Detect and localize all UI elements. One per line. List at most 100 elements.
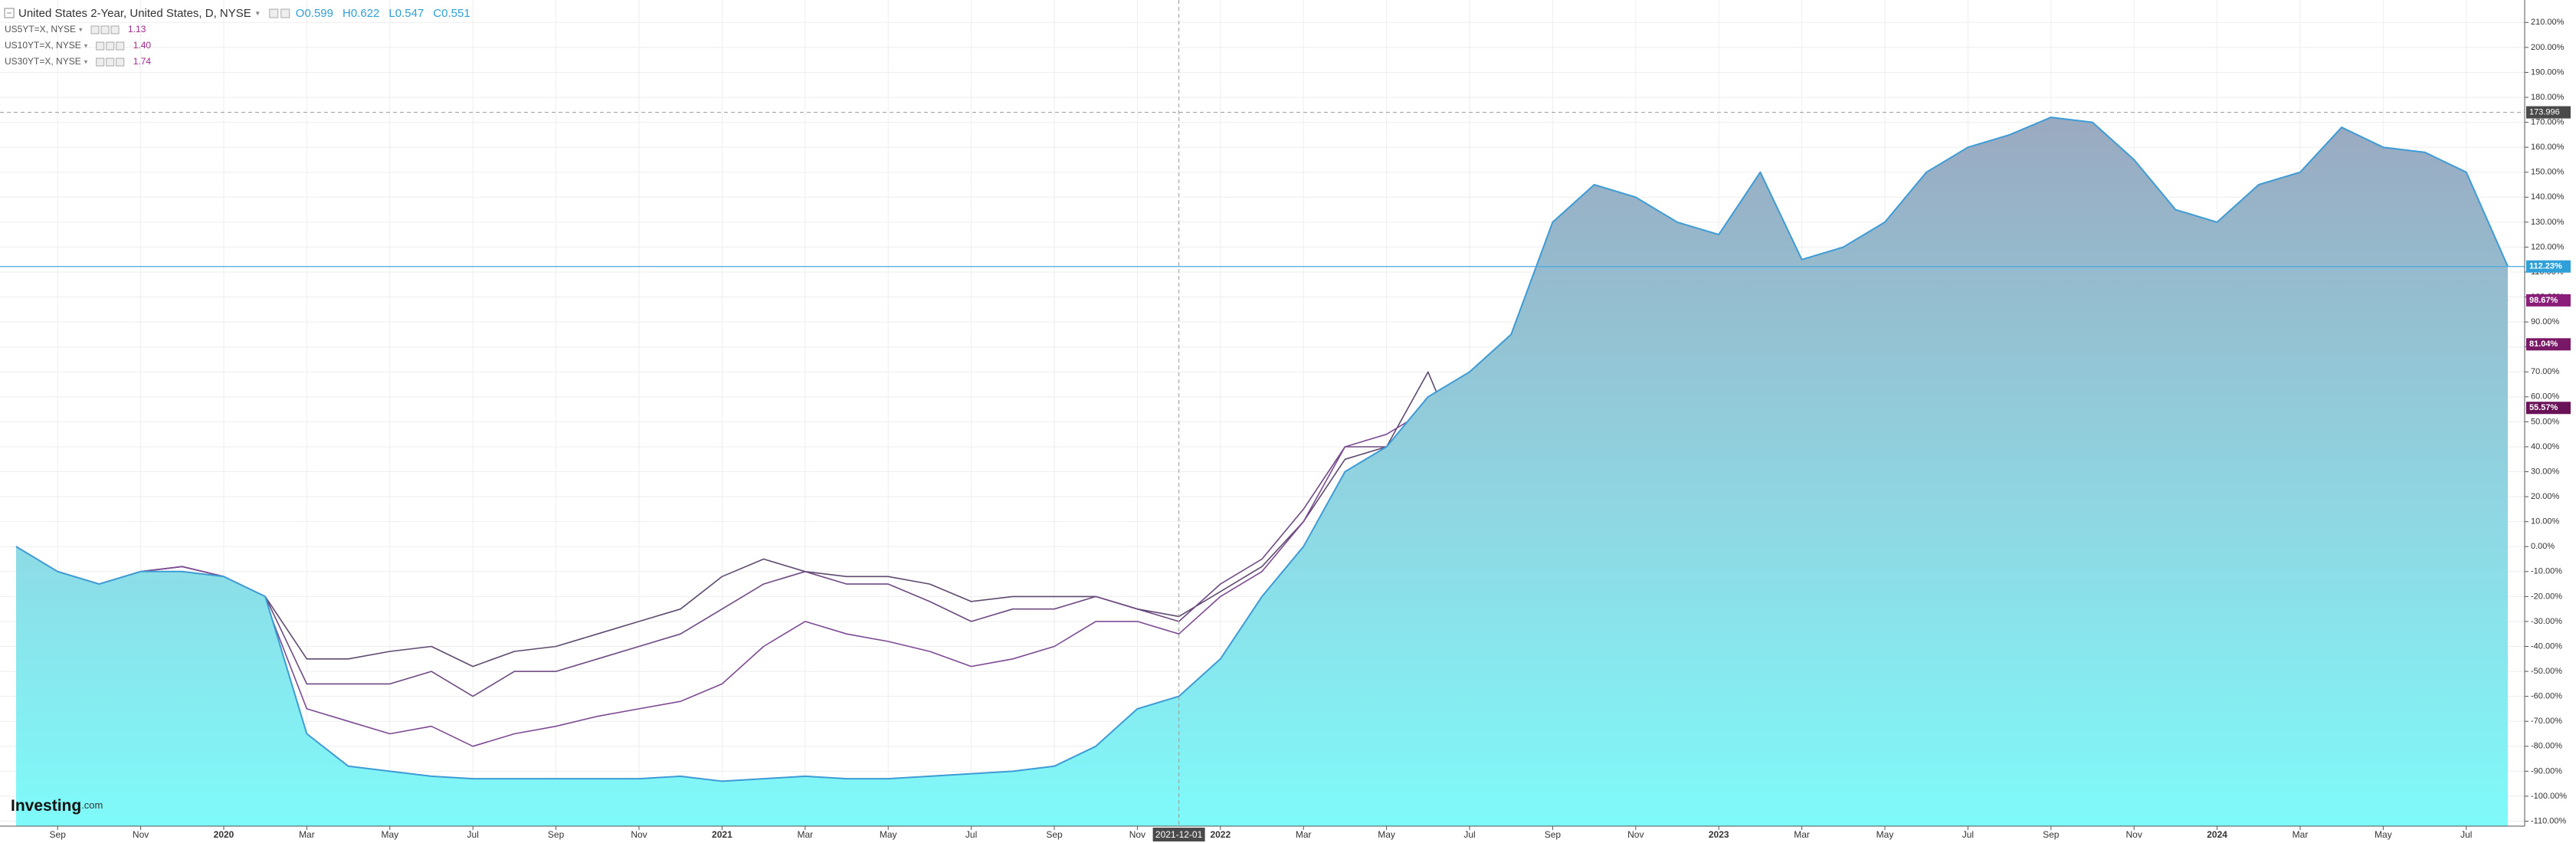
legend-icon[interactable] bbox=[96, 41, 105, 51]
legend-quote: 1.74 bbox=[133, 56, 152, 67]
x-tick-label: May bbox=[1876, 829, 1894, 840]
y-tick-label: 200.00% bbox=[2531, 43, 2565, 52]
x-tick-label: Jul bbox=[1463, 829, 1475, 840]
x-tick-label: 2021 bbox=[712, 829, 732, 840]
x-tick-label: Jul bbox=[467, 829, 479, 840]
y-tick-label: 50.00% bbox=[2531, 417, 2560, 426]
x-tick-label: May bbox=[1378, 829, 1395, 840]
y-tick-label: -60.00% bbox=[2531, 692, 2562, 701]
x-tick-label: Jul bbox=[965, 829, 977, 840]
last-value-bg bbox=[2526, 338, 2571, 351]
legend-entry: US30YT=X, NYSE bbox=[5, 56, 81, 67]
legend: United States 2-Year, United States, D, … bbox=[4, 7, 470, 67]
y-tick-label: -90.00% bbox=[2531, 766, 2562, 776]
ohlc-label: C bbox=[433, 7, 441, 20]
ohlc-value: 0.622 bbox=[351, 7, 380, 20]
legend-arrow: ▾ bbox=[84, 41, 88, 49]
y-tick-label: 150.00% bbox=[2531, 168, 2565, 177]
legend-icon[interactable] bbox=[269, 8, 279, 18]
ohlc-value: 0.547 bbox=[395, 7, 424, 20]
legend-icon[interactable] bbox=[90, 25, 100, 34]
ohlc: L0.547 bbox=[388, 7, 424, 20]
legend-quote: 1.13 bbox=[128, 24, 146, 34]
y-tick-label: 140.00% bbox=[2531, 192, 2565, 202]
y-tick-label: -80.00% bbox=[2531, 742, 2562, 751]
x-tick-label: Nov bbox=[2126, 829, 2142, 840]
y-tick-label: 210.00% bbox=[2531, 18, 2565, 27]
ohlc-value: 0.551 bbox=[441, 7, 470, 20]
x-tick-label: Sep bbox=[548, 829, 565, 840]
legend-title: United States 2-Year, United States, D, … bbox=[18, 7, 251, 20]
x-tick-label: Mar bbox=[299, 829, 315, 840]
y-tick-label: 40.00% bbox=[2531, 442, 2560, 451]
y-tick-label: 130.00% bbox=[2531, 218, 2565, 227]
x-tick-label: Sep bbox=[50, 829, 67, 840]
y-tick-label: -40.00% bbox=[2531, 641, 2562, 651]
x-tick-label: 2023 bbox=[1709, 829, 1729, 840]
ohlc: H0.622 bbox=[342, 7, 379, 20]
y-tick-label: 190.00% bbox=[2531, 67, 2565, 77]
last-value-label: 112.23% bbox=[2529, 262, 2562, 271]
x-tick-label: May bbox=[381, 829, 398, 840]
x-tick-label: Mar bbox=[797, 829, 813, 840]
last-value-label: 55.57% bbox=[2529, 403, 2558, 412]
axes: 210.00% 200.00% 190.00% 180.00% 170.00% 160.0… bbox=[50, 18, 2571, 841]
y-tick-label: -110.00% bbox=[2531, 816, 2566, 825]
y-tick-label: 20.00% bbox=[2531, 492, 2560, 501]
y-tick-label: 70.00% bbox=[2531, 367, 2560, 376]
ohlc: C0.551 bbox=[433, 7, 470, 20]
ohlc: O0.599 bbox=[296, 7, 333, 20]
brand: Investing bbox=[11, 797, 81, 815]
x-tick-label: Sep bbox=[2043, 829, 2060, 840]
x-tick-label: Nov bbox=[631, 829, 647, 840]
last-value-bg bbox=[2526, 294, 2571, 307]
legend-icon[interactable] bbox=[116, 57, 125, 67]
x-tick-label: Jul bbox=[1962, 829, 1974, 840]
y-tick-label: 120.00% bbox=[2531, 242, 2565, 251]
x-tick-label: Mar bbox=[2293, 829, 2309, 840]
y-tick-label: -30.00% bbox=[2531, 617, 2562, 626]
legend-arrow: ▾ bbox=[256, 10, 260, 18]
overlay bbox=[0, 0, 2525, 826]
crosshair-x-bg bbox=[1152, 828, 1205, 841]
legend-entry: US5YT=X, NYSE bbox=[5, 24, 76, 34]
x-tick-label: 2020 bbox=[214, 829, 234, 840]
legend-icon[interactable] bbox=[100, 25, 110, 34]
crosshair-y-label: 173.996 bbox=[2529, 107, 2560, 116]
y-tick-label: 180.00% bbox=[2531, 93, 2565, 102]
legend-arrow: ▾ bbox=[84, 57, 88, 65]
y-tick-label: -70.00% bbox=[2531, 717, 2562, 726]
y-tick-label: -10.00% bbox=[2531, 567, 2562, 576]
series-line bbox=[15, 116, 2509, 782]
y-tick-label: 10.00% bbox=[2531, 517, 2560, 526]
x-tick-label: Mar bbox=[1296, 829, 1312, 840]
last-value-bg bbox=[2526, 260, 2571, 273]
y-tick-label: -50.00% bbox=[2531, 667, 2562, 676]
legend-quote: 1.40 bbox=[133, 40, 152, 51]
y-tick-label: -20.00% bbox=[2531, 592, 2562, 601]
plot bbox=[15, 116, 2509, 827]
brand-suffix: .com bbox=[81, 799, 103, 811]
x-tick-label: Sep bbox=[1545, 829, 1562, 840]
ohlc-label: O bbox=[296, 7, 305, 20]
y-tick-label: 30.00% bbox=[2531, 467, 2560, 476]
area-fill bbox=[16, 117, 2508, 827]
x-tick-label: Nov bbox=[1627, 829, 1644, 840]
legend-icon[interactable] bbox=[116, 41, 125, 51]
x-tick-label: Nov bbox=[133, 829, 149, 840]
last-value-label: 98.67% bbox=[2529, 296, 2558, 305]
crosshair-y-bg bbox=[2526, 106, 2571, 119]
y-tick-label: 170.00% bbox=[2531, 117, 2565, 126]
legend-icon[interactable] bbox=[106, 41, 115, 51]
ohlc-value: 0.599 bbox=[304, 7, 333, 20]
collapse-icon[interactable] bbox=[4, 8, 15, 18]
y-tick-label: 0.00% bbox=[2531, 542, 2555, 551]
x-tick-label: May bbox=[2374, 829, 2392, 840]
legend-icon[interactable] bbox=[110, 25, 120, 34]
legend-icon[interactable] bbox=[96, 57, 105, 67]
legend-icon[interactable] bbox=[280, 8, 290, 18]
legend-icon[interactable] bbox=[106, 57, 115, 67]
watermark: Investing.com bbox=[11, 797, 103, 815]
